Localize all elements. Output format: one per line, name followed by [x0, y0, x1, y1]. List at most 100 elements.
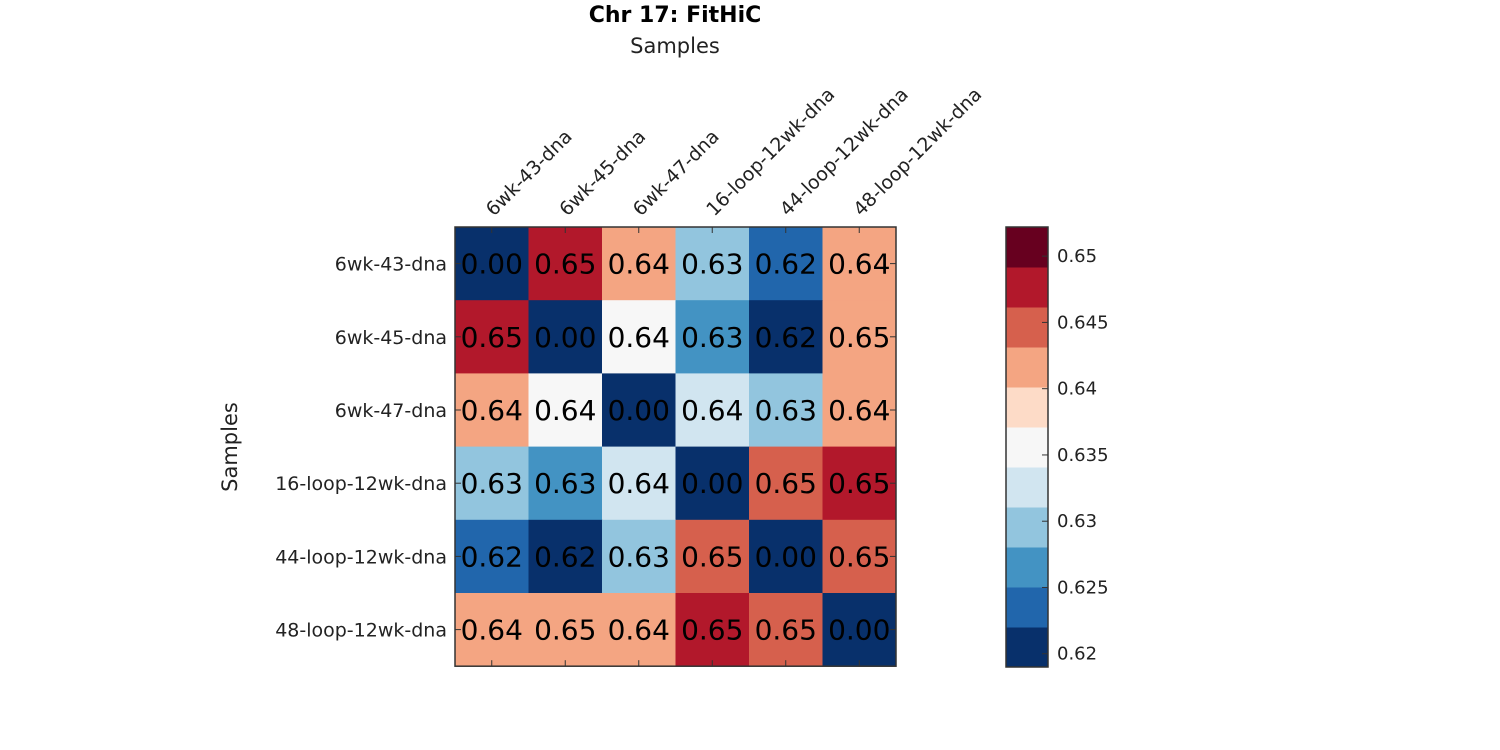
- heatmap-cell: [822, 446, 897, 521]
- heatmap-cell: [822, 593, 897, 667]
- heatmap-cell: [455, 593, 529, 667]
- heatmap-cell: [675, 373, 750, 448]
- colorbar-tick-label: 0.62: [1057, 644, 1097, 665]
- y-tick-label: 6wk-45-dna: [335, 327, 447, 349]
- cell-value-label: 0.63: [461, 467, 523, 500]
- heatmap-cell: [749, 227, 823, 301]
- cell-value-label: 0.62: [755, 321, 817, 354]
- cell-value-label: 0.62: [755, 248, 817, 281]
- colorbar-frame: [1005, 226, 1049, 668]
- cell-value-label: 0.65: [755, 614, 817, 647]
- cell-value-label: 0.00: [608, 394, 670, 427]
- colorbar-tick-label: 0.625: [1057, 577, 1109, 598]
- heatmap-cell: [749, 519, 823, 594]
- cell-value-label: 0.00: [461, 248, 523, 281]
- cell-value-label: 0.64: [534, 394, 596, 427]
- colorbar-segment: [1006, 267, 1048, 308]
- colorbar-segment: [1006, 507, 1048, 548]
- cell-value-label: 0.65: [534, 614, 596, 647]
- cell-value-label: 0.65: [828, 467, 890, 500]
- cell-value-label: 0.62: [461, 540, 523, 573]
- y-tick-label: 6wk-47-dna: [335, 400, 447, 422]
- heatmap-cell: [675, 227, 750, 301]
- cell-value-label: 0.65: [828, 540, 890, 573]
- cell-value-label: 0.63: [534, 467, 596, 500]
- heatmap-cell: [822, 300, 897, 374]
- heatmap-cell: [528, 227, 603, 301]
- heatmap-cell: [675, 446, 750, 521]
- cell-value-label: 0.64: [608, 321, 670, 354]
- colorbar-segment: [1006, 227, 1048, 268]
- colorbar-tick-label: 0.63: [1057, 511, 1097, 532]
- heatmap-cell: [455, 373, 529, 448]
- cell-value-label: 0.00: [534, 321, 596, 354]
- cell-value-label: 0.62: [534, 540, 596, 573]
- heatmap-cell: [675, 519, 750, 594]
- x-tick-label: 44-loop-12wk-dna: [776, 83, 913, 220]
- heatmap-cell: [455, 446, 529, 521]
- heatmap-cell: [602, 373, 676, 448]
- colorbar-segment: [1006, 587, 1048, 628]
- x-tick-label: 16-loop-12wk-dna: [702, 83, 839, 220]
- cell-value-label: 0.65: [461, 321, 523, 354]
- colorbar-segment: [1006, 467, 1048, 508]
- heatmap-cell: [455, 519, 529, 594]
- heatmap-cell: [602, 519, 676, 594]
- cell-value-label: 0.65: [534, 248, 596, 281]
- y-tick-label: 6wk-43-dna: [335, 254, 447, 276]
- colorbar-segment: [1006, 347, 1048, 388]
- cell-value-label: 0.00: [681, 467, 743, 500]
- x-axis-title: Samples: [630, 34, 720, 58]
- cell-value-label: 0.65: [681, 614, 743, 647]
- cell-value-label: 0.64: [461, 394, 523, 427]
- heatmap-cell: [528, 446, 603, 521]
- heatmap-cell: [455, 227, 529, 301]
- colorbar-tick-label: 0.64: [1057, 379, 1097, 400]
- cell-value-label: 0.64: [608, 467, 670, 500]
- colorbar: 0.62 0.625 0.63 0.635 0.64 0.645 0.65: [1005, 226, 1109, 668]
- heatmap-cells: 0.00 0.65 0.64 0.63 0.62 0.64 0.65 0.00 0.64 0.63…: [454, 226, 897, 667]
- colorbar-segment: [1006, 627, 1048, 668]
- cell-value-label: 0.65: [755, 467, 817, 500]
- y-axis-title: Samples: [218, 402, 242, 492]
- x-tick-labels: 6wk-43-dna6wk-45-dna6wk-47-dna16-loop-12…: [482, 83, 987, 220]
- cell-value-label: 0.64: [828, 248, 890, 281]
- heatmap-cell: [822, 373, 897, 448]
- heatmap-cell: [528, 373, 603, 448]
- colorbar-tick-label: 0.645: [1057, 312, 1109, 333]
- heatmap-cell: [602, 593, 676, 667]
- cell-value-label: 0.63: [608, 540, 670, 573]
- cell-value-label: 0.00: [755, 540, 817, 573]
- heatmap-cell: [528, 300, 603, 374]
- heatmap-cell: [602, 300, 676, 374]
- heatmap-cell: [749, 593, 823, 667]
- colorbar-segment: [1006, 307, 1048, 348]
- heatmap-cell: [455, 300, 529, 374]
- heatmap-cell: [602, 227, 676, 301]
- cell-value-label: 0.63: [681, 248, 743, 281]
- cell-value-label: 0.64: [828, 394, 890, 427]
- heatmap-cell: [822, 519, 897, 594]
- cell-value-label: 0.63: [681, 321, 743, 354]
- cell-value-label: 0.63: [755, 394, 817, 427]
- heatmap-cell: [528, 593, 603, 667]
- colorbar-segment: [1006, 547, 1048, 588]
- chart-title: Chr 17: FitHiC: [589, 3, 762, 28]
- y-tick-label: 44-loop-12wk-dna: [275, 546, 447, 568]
- y-tick-label: 48-loop-12wk-dna: [275, 620, 447, 642]
- cell-value-label: 0.64: [608, 614, 670, 647]
- heatmap-cell: [749, 300, 823, 374]
- cell-value-label: 0.65: [681, 540, 743, 573]
- cell-value-label: 0.64: [461, 614, 523, 647]
- plot-frame: [454, 226, 897, 667]
- heatmap-cell: [602, 446, 676, 521]
- cell-value-label: 0.65: [828, 321, 890, 354]
- colorbar-segment: [1006, 387, 1048, 428]
- heatmap-cell: [749, 446, 823, 521]
- cell-value-label: 0.64: [681, 394, 743, 427]
- y-tick-labels: 6wk-43-dna 6wk-45-dna 6wk-47-dna 16-loop-12…: [275, 254, 447, 642]
- y-tick-label: 16-loop-12wk-dna: [275, 473, 447, 495]
- heatmap-cell: [528, 519, 603, 594]
- colorbar-segment: [1006, 427, 1048, 468]
- cell-value-label: 0.00: [828, 614, 890, 647]
